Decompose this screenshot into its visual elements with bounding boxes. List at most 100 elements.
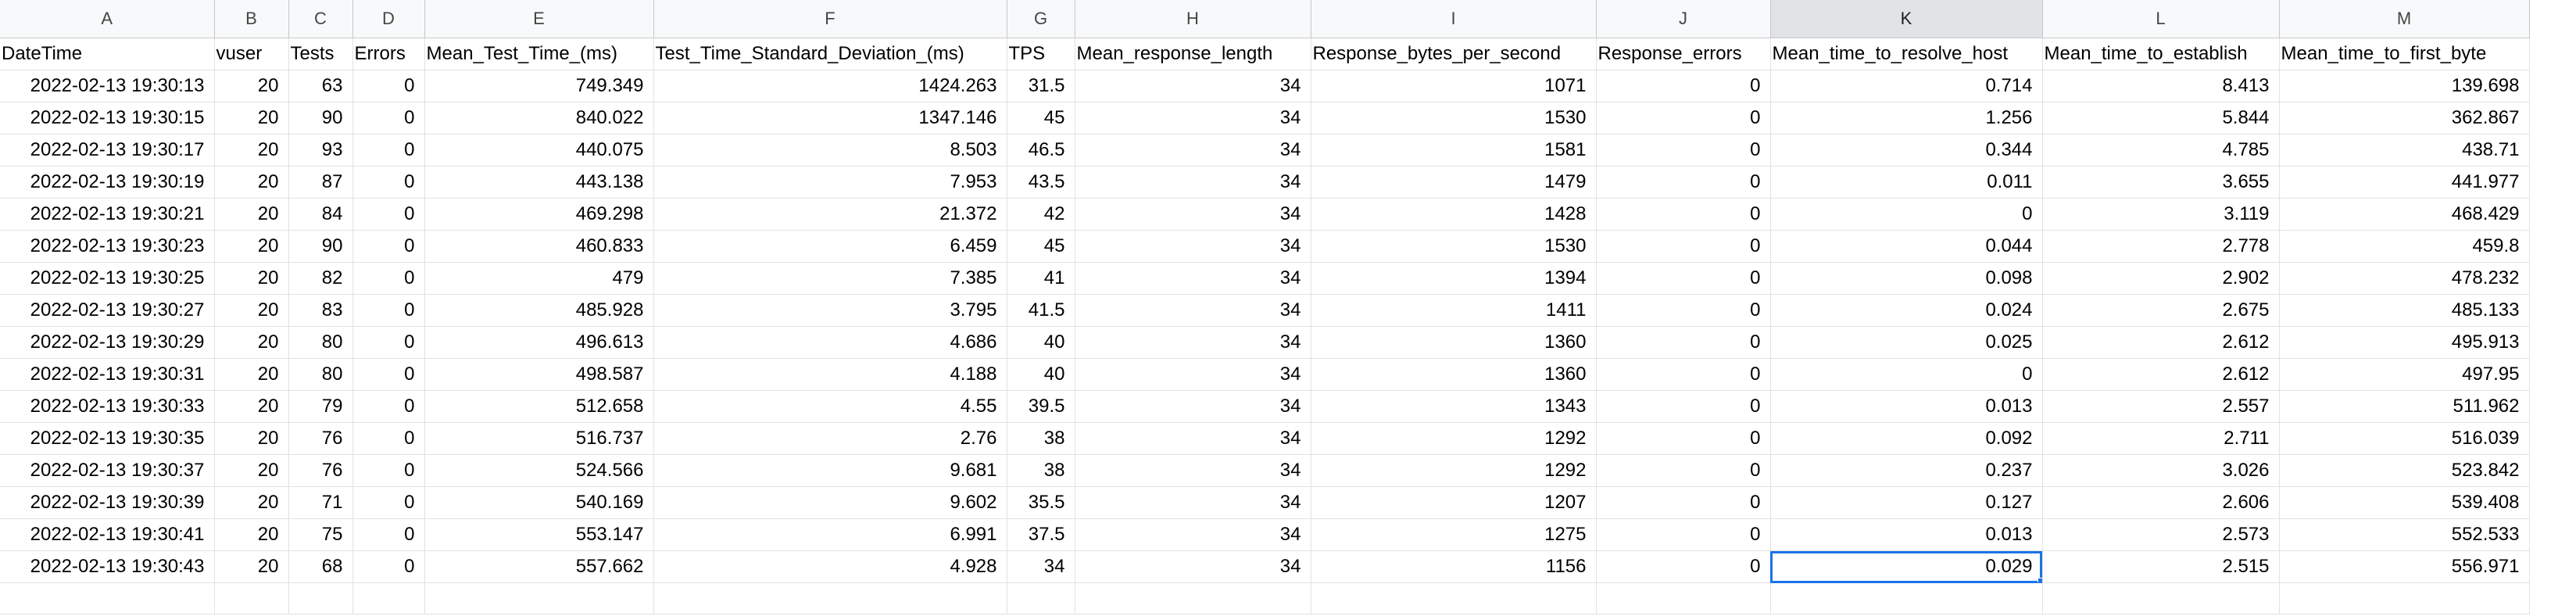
cell[interactable]: 440.075 [424, 134, 654, 167]
cell[interactable]: 1424.263 [653, 70, 1007, 102]
cell[interactable]: 0 [1596, 486, 1771, 519]
cell[interactable]: 1292 [1311, 422, 1597, 455]
cell[interactable]: 540.169 [424, 486, 654, 519]
cell[interactable]: 556.971 [2279, 550, 2530, 583]
cell[interactable]: 2022-02-13 19:30:41 [0, 518, 215, 551]
column-header-c[interactable]: C [288, 0, 353, 38]
cell[interactable]: 2.76 [653, 422, 1007, 455]
cell[interactable]: 34 [1075, 422, 1311, 455]
cell[interactable]: 0 [1596, 102, 1771, 134]
field-header-cell[interactable]: Mean_Test_Time_(ms) [424, 38, 654, 70]
cell[interactable]: 0.044 [1770, 230, 2043, 263]
cell[interactable]: 438.71 [2279, 134, 2530, 167]
cell[interactable]: 68 [288, 550, 353, 583]
cell[interactable]: 34 [1075, 326, 1311, 359]
cell[interactable]: 0 [352, 262, 425, 295]
cell[interactable]: 1156 [1311, 550, 1597, 583]
cell[interactable]: 7.385 [653, 262, 1007, 295]
cell[interactable]: 4.686 [653, 326, 1007, 359]
cell[interactable]: 0.714 [1770, 70, 2043, 102]
cell[interactable]: 20 [214, 358, 289, 391]
cell[interactable]: 0 [1596, 326, 1771, 359]
cell[interactable]: 4.785 [2042, 134, 2280, 167]
cell[interactable]: 3.795 [653, 294, 1007, 327]
cell[interactable]: 459.8 [2279, 230, 2530, 263]
cell[interactable]: 63 [288, 70, 353, 102]
cell[interactable]: 4.55 [653, 390, 1007, 423]
cell[interactable]: 2022-02-13 19:30:29 [0, 326, 215, 359]
cell[interactable]: 34 [1075, 390, 1311, 423]
cell[interactable]: 749.349 [424, 70, 654, 102]
cell[interactable]: 0 [1596, 550, 1771, 583]
cell[interactable]: 8.503 [653, 134, 1007, 167]
fill-handle[interactable] [2037, 578, 2041, 582]
cell[interactable]: 0 [352, 486, 425, 519]
cell[interactable]: 139.698 [2279, 70, 2530, 102]
cell[interactable]: 1428 [1311, 198, 1597, 231]
field-header-cell[interactable]: Mean_time_to_establish [2042, 38, 2280, 70]
field-header-cell[interactable]: TPS [1007, 38, 1075, 70]
cell[interactable]: 40 [1007, 326, 1075, 359]
cell[interactable]: 2.612 [2042, 326, 2280, 359]
cell[interactable]: 2.573 [2042, 518, 2280, 551]
cell[interactable]: 34 [1007, 550, 1075, 583]
cell[interactable]: 0 [352, 422, 425, 455]
cell[interactable]: 523.842 [2279, 454, 2530, 487]
cell[interactable]: 20 [214, 230, 289, 263]
cell[interactable]: 84 [288, 198, 353, 231]
cell[interactable]: 2022-02-13 19:30:23 [0, 230, 215, 263]
cell[interactable]: 0 [1596, 134, 1771, 167]
empty-cell[interactable] [2279, 582, 2530, 614]
cell[interactable]: 3.119 [2042, 198, 2280, 231]
cell[interactable]: 46.5 [1007, 134, 1075, 167]
cell[interactable]: 0.013 [1770, 390, 2043, 423]
cell[interactable]: 0 [352, 166, 425, 199]
cell[interactable]: 0 [352, 326, 425, 359]
cell[interactable]: 40 [1007, 358, 1075, 391]
cell[interactable]: 0.098 [1770, 262, 2043, 295]
cell[interactable]: 1207 [1311, 486, 1597, 519]
cell[interactable]: 45 [1007, 102, 1075, 134]
selected-cell[interactable]: 0.029 [1770, 550, 2043, 583]
cell[interactable]: 20 [214, 102, 289, 134]
cell[interactable]: 539.408 [2279, 486, 2530, 519]
cell[interactable]: 9.681 [653, 454, 1007, 487]
cell[interactable]: 41.5 [1007, 294, 1075, 327]
cell[interactable]: 0 [352, 294, 425, 327]
empty-cell[interactable] [0, 582, 215, 614]
cell[interactable]: 443.138 [424, 166, 654, 199]
cell[interactable]: 2.675 [2042, 294, 2280, 327]
cell[interactable]: 0 [1596, 518, 1771, 551]
cell[interactable]: 4.188 [653, 358, 1007, 391]
cell[interactable]: 82 [288, 262, 353, 295]
cell[interactable]: 20 [214, 326, 289, 359]
cell[interactable]: 479 [424, 262, 654, 295]
cell[interactable]: 1.256 [1770, 102, 2043, 134]
cell[interactable]: 90 [288, 102, 353, 134]
cell[interactable]: 76 [288, 454, 353, 487]
cell[interactable]: 1530 [1311, 102, 1597, 134]
cell[interactable]: 1360 [1311, 358, 1597, 391]
column-header-i[interactable]: I [1311, 0, 1597, 38]
cell[interactable]: 39.5 [1007, 390, 1075, 423]
empty-cell[interactable] [1075, 582, 1311, 614]
field-header-cell[interactable]: Errors [352, 38, 425, 70]
cell[interactable]: 0 [1596, 262, 1771, 295]
column-header-m[interactable]: M [2279, 0, 2530, 38]
empty-cell[interactable] [1596, 582, 1771, 614]
column-header-f[interactable]: F [653, 0, 1007, 38]
cell[interactable]: 34 [1075, 486, 1311, 519]
cell[interactable]: 0 [1596, 390, 1771, 423]
empty-cell[interactable] [214, 582, 289, 614]
cell[interactable]: 0 [1596, 454, 1771, 487]
cell[interactable]: 20 [214, 134, 289, 167]
cell[interactable]: 2.902 [2042, 262, 2280, 295]
cell[interactable]: 0 [352, 550, 425, 583]
cell[interactable]: 0.013 [1770, 518, 2043, 551]
empty-cell[interactable] [352, 582, 425, 614]
cell[interactable]: 37.5 [1007, 518, 1075, 551]
cell[interactable]: 1292 [1311, 454, 1597, 487]
cell[interactable]: 20 [214, 166, 289, 199]
field-header-cell[interactable]: Response_errors [1596, 38, 1771, 70]
cell[interactable]: 7.953 [653, 166, 1007, 199]
